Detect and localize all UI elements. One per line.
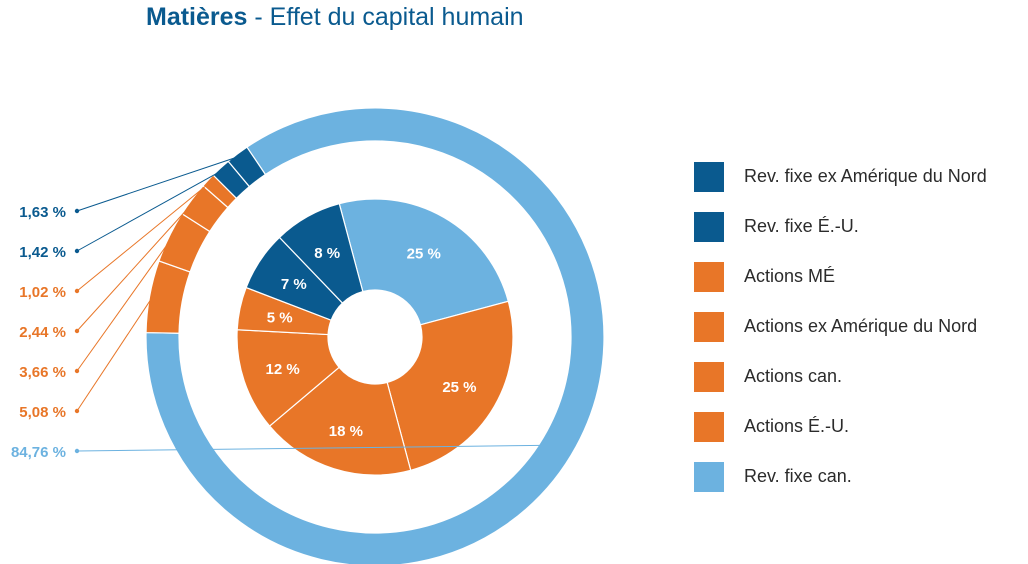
chart-title: Matières - Effet du capital humain [146,0,524,34]
outer-leader-dot-2 [74,368,80,374]
legend-label: Actions É.-U. [744,416,850,436]
outer-leader-line-6 [76,155,240,212]
outer-data-label-6: 1,63 % [19,204,66,221]
inner-slice-rev-fixe-can [338,198,510,326]
outer-slice-rev-fixe-can [145,107,605,564]
chart-title-rest: - Effet du capital humain [247,3,524,31]
legend-label: Actions ex Amérique du Nord [744,316,978,336]
outer-leader-line-4 [76,181,211,292]
outer-leader-line-0 [76,444,574,452]
inner-data-label-6: 8 % [314,245,340,262]
outer-data-label-3: 2,44 % [19,324,66,341]
chart-title-bold: Matières [146,3,248,31]
legend-swatch [694,312,724,342]
outer-leader-line-1 [76,296,154,412]
outer-leader-line-3 [76,200,195,332]
outer-leader-dot-3 [74,328,80,334]
legend-label: Rev. fixe can. [744,466,852,486]
legend-swatch [694,462,724,492]
legend-label: Rev. fixe ex Amérique du Nord [744,166,987,186]
outer-data-label-4: 1,02 % [19,284,66,301]
outer-data-label-0: 84,76 % [11,444,66,461]
inner-data-label-0: 25 % [407,246,441,263]
outer-leader-dot-4 [74,288,80,294]
legend-label: Actions can. [744,366,843,386]
legend-swatch [694,162,724,192]
outer-leader-dot-5 [74,248,80,254]
outer-leader-dot-6 [74,208,80,214]
outer-leader-dot-0 [74,448,80,454]
inner-data-label-5: 7 % [281,276,307,293]
outer-data-label-2: 3,66 % [19,364,66,381]
legend-swatch [694,362,724,392]
legend-swatch [694,262,724,292]
outer-leader-line-5 [76,169,223,252]
legend-swatch [694,412,724,442]
inner-data-label-4: 5 % [267,310,293,327]
inner-data-label-1: 25 % [442,379,476,396]
legend-swatch [694,212,724,242]
inner-slice-rev-fixe-ex-amerique-du-nord [278,202,364,304]
outer-data-label-1: 5,08 % [19,404,66,421]
legend-label: Rev. fixe É.-U. [744,216,859,236]
outer-data-label-5: 1,42 % [19,244,66,261]
inner-data-label-2: 18 % [329,423,363,440]
outer-leader-line-2 [76,237,173,372]
legend-label: Actions MÉ [744,266,836,286]
outer-leader-dot-1 [74,408,80,414]
inner-slice-actions-e-u [386,300,514,472]
inner-data-label-3: 12 % [265,361,299,378]
